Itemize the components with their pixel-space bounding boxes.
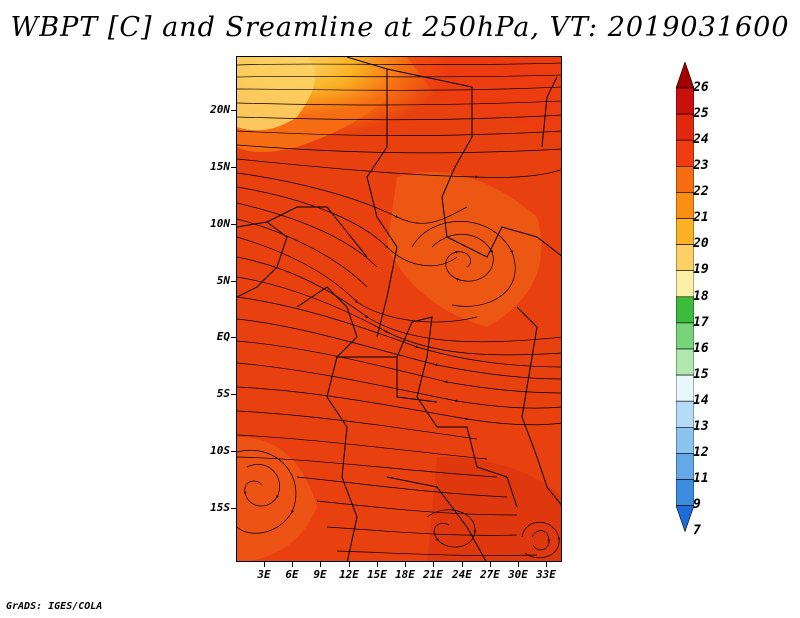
lat-label-5n: 5N (216, 274, 230, 287)
lon-tick (518, 562, 519, 567)
lon-tick (546, 562, 547, 567)
lon-tick (377, 562, 378, 567)
colorbar-label-11: 11 (693, 471, 709, 486)
colorbar-segment (676, 453, 694, 480)
lat-tick (231, 508, 236, 509)
credit-text: GrADS: IGES/COLA (6, 601, 103, 612)
map-canvas (237, 57, 561, 561)
colorbar-segment (676, 479, 694, 506)
lon-tick (490, 562, 491, 567)
colorbar-top-arrow (676, 62, 694, 89)
plot-title: WBPT [C] and Sreamline at 250hPa, VT: 20… (10, 12, 790, 43)
colorbar-bottom-arrow (676, 505, 694, 533)
colorbar-label-20: 20 (693, 236, 709, 251)
lat-tick (231, 281, 236, 282)
colorbar-label-15: 15 (693, 367, 709, 382)
lon-label-9e: 9E (313, 568, 327, 581)
lon-label-24e: 24E (452, 568, 472, 581)
lat-tick (231, 224, 236, 225)
colorbar-label-14: 14 (693, 393, 709, 408)
colorbar-segment (676, 296, 694, 324)
lon-label-27e: 27E (480, 568, 500, 581)
lon-tick (292, 562, 293, 567)
streamlines (237, 62, 561, 559)
colorbar-segment (676, 348, 694, 376)
colorbar-segment (676, 192, 694, 219)
lat-tick (231, 167, 236, 168)
colorbar-segment (676, 322, 694, 350)
colorbar-label-23: 23 (693, 158, 709, 173)
lat-tick (231, 337, 236, 338)
lat-label-15n: 15N (210, 160, 230, 173)
colorbar-segment (676, 426, 694, 454)
colorbar-segment (676, 244, 694, 272)
lon-label-15e: 15E (367, 568, 387, 581)
lon-tick (405, 562, 406, 567)
colorbar-segment (676, 139, 694, 167)
lon-label-12e: 12E (339, 568, 359, 581)
lat-label-eq: EQ (216, 330, 230, 343)
colorbar-label-25: 25 (693, 106, 709, 121)
colorbar-label-9: 9 (693, 497, 701, 512)
lon-label-21e: 21E (423, 568, 443, 581)
colorbar (676, 62, 694, 533)
colorbar-label-12: 12 (693, 445, 709, 460)
colorbar-label-17: 17 (693, 315, 709, 330)
lat-label-15s: 15S (210, 501, 230, 514)
lon-tick (264, 562, 265, 567)
lat-tick (231, 110, 236, 111)
wbpt-patch-sw (237, 437, 317, 561)
map-panel (236, 56, 562, 562)
colorbar-label-19: 19 (693, 262, 709, 277)
lon-label-3e: 3E (257, 568, 271, 581)
colorbar-segment (676, 400, 694, 428)
colorbar-label-16: 16 (693, 341, 709, 356)
wbpt-patch-coolest (237, 57, 315, 131)
colorbar-segment (676, 374, 694, 402)
lat-label-5s: 5S (216, 387, 230, 400)
colorbar-label-18: 18 (693, 289, 709, 304)
lon-label-33e: 33E (536, 568, 556, 581)
colorbar-label-24: 24 (693, 132, 709, 147)
colorbar-label-7: 7 (693, 523, 701, 538)
lat-label-20n: 20N (210, 103, 230, 116)
wbpt-patch-central (387, 172, 542, 327)
colorbar-label-13: 13 (693, 419, 709, 434)
colorbar-label-22: 22 (693, 184, 709, 199)
lat-tick (231, 394, 236, 395)
colorbar-label-26: 26 (693, 80, 709, 95)
colorbar-segment (676, 166, 694, 193)
lon-label-6e: 6E (285, 568, 299, 581)
lat-tick (231, 451, 236, 452)
lat-label-10s: 10S (210, 444, 230, 457)
colorbar-segment (676, 87, 694, 115)
lon-tick (433, 562, 434, 567)
colorbar-label-21: 21 (693, 210, 709, 225)
lon-label-18e: 18E (395, 568, 415, 581)
lon-tick (349, 562, 350, 567)
lon-label-30e: 30E (508, 568, 528, 581)
colorbar-segment (676, 270, 694, 298)
lon-tick (320, 562, 321, 567)
colorbar-segment (676, 218, 694, 245)
colorbar-segment (676, 113, 694, 141)
country-borders (237, 57, 561, 561)
lon-tick (462, 562, 463, 567)
lat-label-10n: 10N (210, 217, 230, 230)
